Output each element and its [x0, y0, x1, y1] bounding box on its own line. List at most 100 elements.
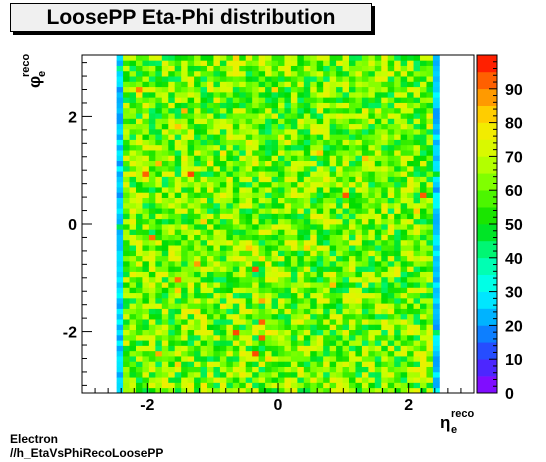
heatmap-cell: [387, 356, 395, 362]
heatmap-cell: [142, 118, 150, 125]
heatmap-cell: [116, 218, 124, 225]
heatmap-cell: [200, 176, 208, 183]
heatmap-cell: [355, 303, 363, 309]
heatmap-cell: [336, 144, 343, 151]
heatmap-cell: [387, 144, 395, 151]
heatmap-cell: [278, 123, 285, 130]
heatmap-cell: [336, 382, 343, 389]
heatmap-cell: [374, 118, 382, 125]
heatmap-cell: [420, 334, 427, 341]
heatmap-cell: [135, 340, 143, 346]
heatmap-cell: [381, 155, 389, 162]
heatmap-cell: [174, 313, 182, 320]
heatmap-cell: [271, 329, 279, 336]
heatmap-cell: [226, 97, 234, 103]
heatmap-cell: [232, 345, 240, 352]
heatmap-cell: [361, 377, 369, 383]
heatmap-cell: [271, 371, 279, 378]
heatmap-cell: [161, 192, 169, 198]
heatmap-cell: [226, 192, 234, 198]
heatmap-cell: [420, 366, 427, 373]
heatmap-cell: [310, 91, 318, 98]
heatmap-cell: [329, 303, 337, 309]
heatmap-cell: [116, 329, 124, 336]
heatmap-cell: [368, 356, 376, 362]
heatmap-cell: [284, 91, 292, 98]
heatmap-cell: [148, 319, 156, 325]
heatmap-cell: [207, 165, 214, 172]
heatmap-cell: [194, 308, 201, 315]
heatmap-cell: [181, 366, 189, 373]
heatmap-cell: [407, 266, 414, 272]
heatmap-cell: [232, 245, 240, 251]
heatmap-cell: [355, 377, 363, 383]
heatmap-cell: [342, 250, 350, 257]
heatmap-cell: [265, 276, 272, 283]
heatmap-cell: [329, 329, 337, 336]
heatmap-cell: [161, 255, 169, 262]
heatmap-cell: [400, 123, 408, 130]
heatmap-cell: [432, 324, 440, 331]
heatmap-cell: [400, 287, 408, 294]
heatmap-cell: [232, 107, 240, 114]
heatmap-cell: [290, 192, 298, 198]
heatmap-cell: [252, 60, 260, 66]
heatmap-cell: [303, 260, 311, 267]
heatmap-cell: [394, 70, 402, 77]
heatmap-cell: [245, 192, 253, 198]
heatmap-cell: [265, 266, 272, 272]
heatmap-cell: [387, 60, 395, 66]
heatmap-cell: [232, 382, 240, 389]
heatmap-cell: [232, 155, 240, 162]
heatmap-cell: [361, 308, 369, 315]
heatmap-cell: [368, 266, 376, 272]
heatmap-cell: [329, 292, 337, 299]
heatmap-cell: [342, 197, 350, 204]
heatmap-cell: [374, 150, 382, 156]
heatmap-cell: [278, 282, 285, 288]
heatmap-cell: [187, 371, 195, 378]
heatmap-cell: [129, 160, 137, 167]
heatmap-cell: [187, 366, 195, 373]
heatmap-cell: [310, 176, 318, 183]
heatmap-cell: [432, 387, 440, 394]
heatmap-cell: [207, 340, 214, 346]
heatmap-cell: [207, 123, 214, 130]
heatmap-cell: [336, 356, 343, 362]
heatmap-cell: [226, 377, 234, 383]
heatmap-cell: [329, 171, 337, 177]
heatmap-cell: [219, 276, 227, 283]
heatmap-cell: [394, 260, 402, 267]
heatmap-cell: [381, 55, 389, 61]
heatmap-cell: [400, 65, 408, 72]
heatmap-cell: [213, 313, 221, 320]
heatmap-cell: [207, 350, 214, 357]
heatmap-cell: [129, 266, 137, 272]
heatmap-cell: [187, 65, 195, 72]
heatmap-cell: [310, 287, 318, 294]
heatmap-cell: [420, 276, 427, 283]
heatmap-cell: [258, 255, 266, 262]
heatmap-cell: [290, 255, 298, 262]
heatmap-cell: [265, 139, 272, 146]
heatmap-cell: [387, 287, 395, 294]
heatmap-cell: [226, 150, 234, 156]
heatmap-cell: [123, 213, 130, 220]
heatmap-cell: [290, 160, 298, 167]
heatmap-cell: [142, 102, 150, 109]
heatmap-cell: [155, 150, 163, 156]
heatmap-cell: [239, 239, 247, 246]
heatmap-cell: [387, 266, 395, 272]
heatmap-cell: [213, 102, 221, 109]
heatmap-cell: [226, 165, 234, 172]
heatmap-cell: [432, 340, 440, 346]
heatmap-cell: [135, 213, 143, 220]
heatmap-cell: [226, 229, 234, 235]
heatmap-cell: [407, 107, 414, 114]
heatmap-cell: [290, 181, 298, 188]
heatmap-cell: [258, 208, 266, 214]
heatmap-cell: [116, 192, 124, 198]
heatmap-cell: [278, 97, 285, 103]
